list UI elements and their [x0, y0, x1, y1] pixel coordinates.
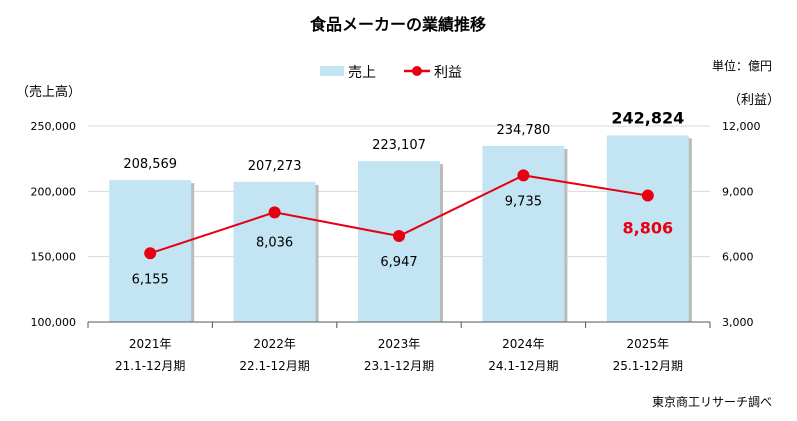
profit-marker: [268, 206, 281, 219]
profit-data-label: 6,155: [132, 272, 169, 287]
profit-marker: [393, 230, 405, 243]
x-tick-label: 2024年: [502, 337, 545, 351]
left-tick-label: 150,000: [31, 251, 77, 264]
sales-data-label: 207,273: [248, 159, 302, 174]
legend-line-marker: [412, 66, 422, 76]
right-tick-label: 6,000: [722, 251, 754, 264]
x-subtick-label: 23.1-12月期: [364, 359, 434, 373]
unit-note: 単位：億円: [712, 58, 772, 73]
profit-marker: [641, 189, 654, 202]
profit-marker: [517, 169, 530, 182]
right-axis-label: （利益）: [728, 93, 780, 108]
x-tick-label: 2025年: [627, 337, 670, 351]
sales-data-label: 223,107: [372, 138, 426, 153]
left-tick-label: 250,000: [31, 120, 77, 133]
sales-data-label: 208,569: [123, 157, 177, 172]
left-tick-label: 100,000: [31, 316, 77, 329]
left-tick-label: 200,000: [31, 185, 77, 198]
sales-bar: [233, 181, 316, 322]
x-tick-label: 2022年: [253, 337, 296, 351]
legend-bar-swatch: [320, 66, 344, 76]
profit-data-label: 9,735: [505, 194, 542, 209]
right-tick-label: 3,000: [722, 316, 754, 329]
legend-sales-label: 売上: [348, 65, 376, 81]
legend-profit-label: 利益: [434, 65, 462, 81]
profit-marker: [144, 247, 157, 260]
x-tick-label: 2021年: [129, 337, 172, 351]
sales-bar: [606, 135, 689, 322]
profit-data-label: 8,036: [256, 235, 293, 250]
left-axis-label: （売上高）: [16, 84, 81, 100]
right-tick-label: 12,000: [722, 120, 761, 133]
profit-data-label: 6,947: [380, 255, 417, 270]
sales-data-label: 242,824: [611, 108, 684, 127]
x-subtick-label: 22.1-12月期: [239, 359, 309, 373]
sales-data-label: 234,780: [497, 123, 551, 138]
x-subtick-label: 21.1-12月期: [115, 359, 185, 373]
right-tick-label: 9,000: [722, 185, 754, 198]
x-subtick-label: 25.1-12月期: [613, 359, 683, 373]
x-tick-label: 2023年: [378, 337, 421, 351]
profit-data-label: 8,806: [622, 219, 673, 238]
x-subtick-label: 24.1-12月期: [488, 359, 558, 373]
chart-title: 食品メーカーの業績推移: [309, 15, 486, 34]
source-note: 東京商工リサーチ調べ: [652, 394, 772, 409]
